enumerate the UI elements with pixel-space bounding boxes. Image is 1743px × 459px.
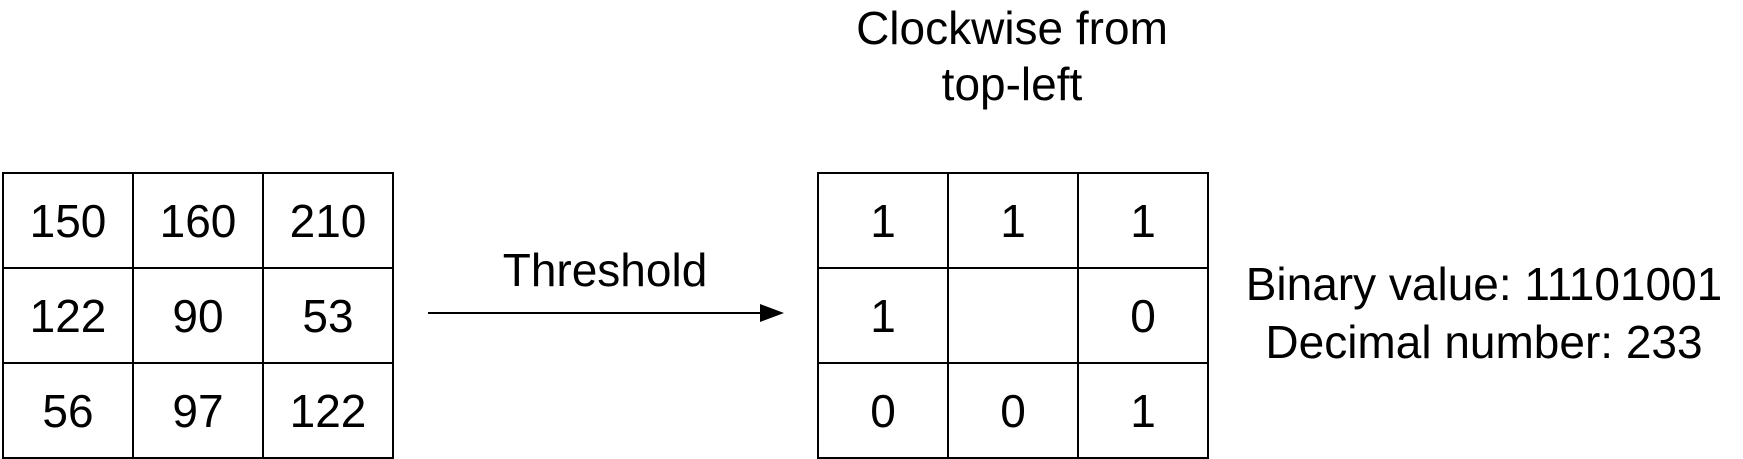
output-cell: 1 <box>1079 174 1209 269</box>
threshold-label: Threshold <box>502 244 708 296</box>
output-cell: 0 <box>819 364 949 459</box>
title-line-2: top-left <box>941 58 1083 110</box>
output-cell: 1 <box>819 174 949 269</box>
title-line-1: Clockwise from <box>856 2 1168 54</box>
result-text: Binary value: 11101001 Decimal number: 2… <box>1225 255 1743 371</box>
decimal-number-text: Decimal number: 233 <box>1265 316 1703 368</box>
output-cell: 0 <box>1079 269 1209 364</box>
input-center-cell: 90 <box>134 269 264 364</box>
output-cell: 1 <box>949 174 1079 269</box>
binary-output-grid: 1 1 1 1 0 0 0 1 <box>817 172 1209 459</box>
binary-value-text: Binary value: 11101001 <box>1245 258 1723 310</box>
output-cell: 0 <box>949 364 1079 459</box>
input-cell: 150 <box>4 174 134 269</box>
input-cell: 97 <box>134 364 264 459</box>
input-pixel-grid: 150 160 210 122 90 53 56 97 122 <box>2 172 394 459</box>
output-cell: 1 <box>1079 364 1209 459</box>
input-cell: 122 <box>264 364 394 459</box>
output-cell: 1 <box>819 269 949 364</box>
output-center-cell <box>949 269 1079 364</box>
input-cell: 56 <box>4 364 134 459</box>
input-cell: 122 <box>4 269 134 364</box>
input-cell: 210 <box>264 174 394 269</box>
right-arrow-icon <box>428 304 784 322</box>
input-cell: 160 <box>134 174 264 269</box>
diagram-title: Clockwise from top-left <box>812 0 1212 112</box>
input-cell: 53 <box>264 269 394 364</box>
